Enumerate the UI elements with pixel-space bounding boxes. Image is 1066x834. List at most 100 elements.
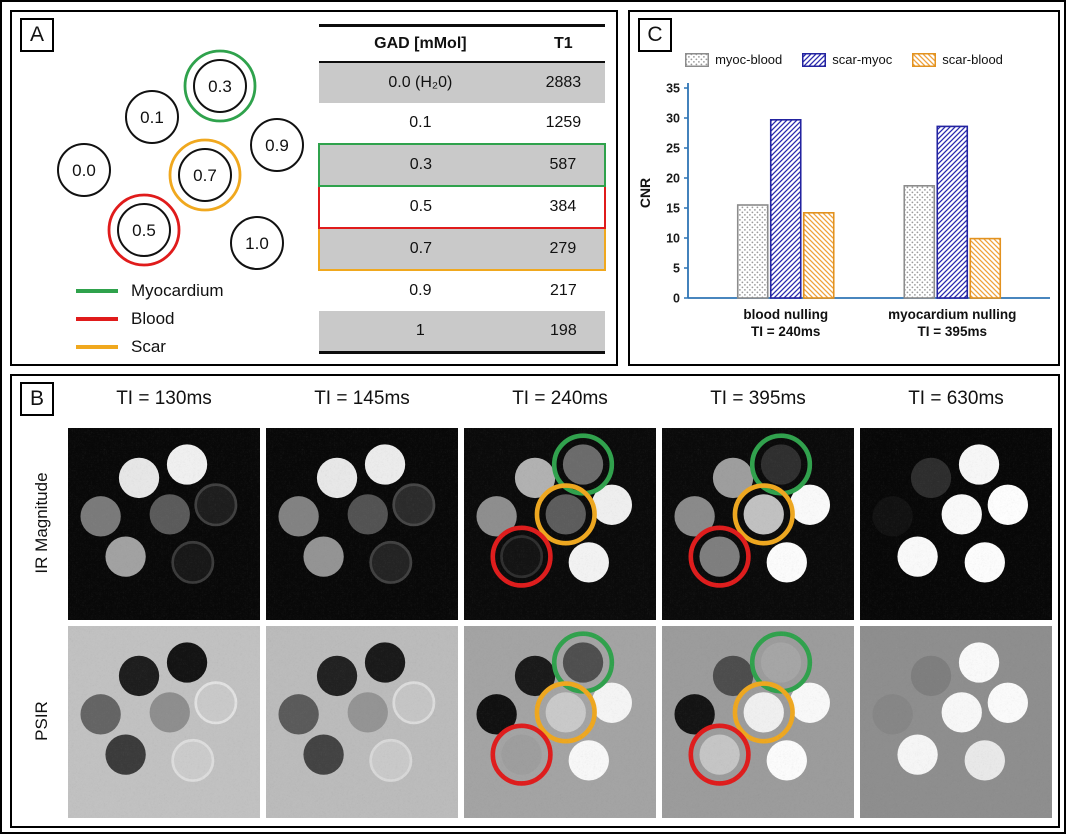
cnr-chart-legend: myoc-blood scar-myoc scar-blood [630,52,1058,67]
modality-row-label: IR Magnitude [32,472,51,574]
panel-c: C myoc-blood scar-myoc scar-blood 0 5 10 15 20… [628,10,1060,366]
tissue-legend: Myocardium Blood Scar [76,280,224,364]
t1-table-header-row: GAD [mMol] T1 [319,25,605,63]
vial-label: 0.7 [193,166,217,185]
ti-column-header: TI = 145ms [314,388,410,409]
legend-label: scar-myoc [832,52,893,67]
panel-b: B TI = 130ms TI = 145ms TI = 240ms TI = 395… [10,374,1060,828]
y-axis-title: CNR [637,178,653,208]
gad-value: 0.3 [409,156,432,173]
gad-value: 0.9 [409,282,432,299]
myocardium-color-line [76,289,118,293]
legend-item-scar: Scar [76,336,224,358]
y-tick-label: 30 [666,112,680,126]
panel-a-letter: A [20,18,54,52]
modality-row-label: PSIR [32,701,51,741]
panel-c-letter: C [638,18,672,52]
myocardium-ring [183,49,257,123]
legend-swatch-myoc-blood [685,52,710,67]
y-tick-label: 20 [666,172,680,186]
noise-overlay [662,428,854,620]
legend-swatch-scar-blood [912,52,937,67]
t1-value: 198 [550,322,577,339]
noise-overlay [68,428,260,620]
mri-image-psir-ti145 [266,626,458,818]
gad-value: 0.1 [409,114,432,131]
vial-circle [57,143,111,197]
bar-scar-blood-group1 [969,237,1002,299]
t1-value: 279 [549,240,577,257]
legend-label: Myocardium [131,281,224,300]
t1-table-row: 0.3 587 [319,144,605,186]
t1-value: 587 [549,156,577,173]
noise-overlay [266,626,458,818]
bar-scar-blood-group0 [802,212,835,299]
blood-ring [107,193,181,267]
noise-overlay [68,626,260,818]
bar-myoc-blood-group1 [903,185,936,299]
x-category-label: blood nulling [743,307,828,322]
legend-item-myocardium: Myocardium [76,280,224,302]
mri-image-psir-ti630 [860,626,1052,818]
t1-table: GAD [mMol] T1 0.0 (H₂0) 2883 0.1 1259 0.3 587… [318,24,606,354]
x-category-label: TI = 240ms [751,324,820,339]
chart-legend-scar-myoc: scar-myoc [802,52,892,67]
ti-column-header: TI = 240ms [512,388,608,409]
panel-b-letter: B [20,382,54,416]
legend-item-blood: Blood [76,308,224,330]
legend-label: Blood [131,309,175,328]
t1-table-row: 0.0 (H₂0) 2883 [319,62,605,103]
ti-column-header: TI = 130ms [116,388,212,409]
gad-value: 0.7 [409,240,432,257]
ti-column-header: TI = 630ms [908,388,1004,409]
scar-ring [168,138,242,212]
legend-label: scar-blood [942,52,1003,67]
mri-image-ir-magnitude-ti630 [860,428,1052,620]
vial-label: 0.1 [140,108,164,127]
t1-value: 384 [549,198,577,215]
noise-overlay [662,626,854,818]
y-tick-label: 35 [666,82,680,96]
blood-color-line [76,317,118,321]
vial-label: 0.9 [265,136,289,155]
t1-value: 217 [550,282,577,299]
bar-scar-myoc-group0 [769,118,802,299]
mri-image-psir-ti130 [68,626,260,818]
vial-circle [125,90,179,144]
phantom-diagram: 0.3 0.1 0.9 0.0 0.7 0.5 1.0 [57,49,304,270]
noise-overlay [266,428,458,620]
legend-label: myoc-blood [715,52,783,67]
panel-a: A 0.3 0.1 0.9 0.0 0.7 0.5 1.0 Myocardium Blood S… [10,10,618,366]
gad-value: 0.5 [409,198,432,215]
t1-table-row: 1 198 [319,311,605,353]
y-tick-label: 25 [666,142,680,156]
mri-image-ir-magnitude-ti145 [266,428,458,620]
t1-table-header-gad: GAD [mMol] [319,25,522,63]
gad-value: 1 [415,322,425,339]
ti-column-header: TI = 395ms [710,388,806,409]
vial-label: 0.0 [72,161,96,180]
scar-color-line [76,345,118,349]
bar-scar-myoc-group1 [936,125,969,299]
t1-table-header-t1: T1 [521,25,605,63]
x-category-label: myocardium nulling [888,307,1016,322]
mri-image-psir-ti240 [464,626,656,818]
y-tick-label: 0 [673,292,680,306]
mri-image-psir-ti395 [662,626,854,818]
cnr-bar-chart: 0 5 10 15 20 25 30 35 CNR blood nulling TI = 240ms… [637,82,1050,339]
y-tick-label: 10 [666,232,680,246]
chart-legend-scar-blood: scar-blood [912,52,1003,67]
bar-myoc-blood-group0 [736,204,769,299]
chart-legend-myoc-blood: myoc-blood [685,52,782,67]
vial-circle [230,216,284,270]
t1-value: 1259 [545,114,582,131]
gad-value: 0.0 (H₂0) [388,74,453,91]
t1-table-row: 0.9 217 [319,270,605,311]
y-tick-label: 15 [666,202,680,216]
x-category-label: TI = 395ms [918,324,987,339]
legend-swatch-scar-myoc [802,52,827,67]
vial-circle [250,118,304,172]
vial-circle [117,203,171,257]
mri-image-ir-magnitude-ti130 [68,428,260,620]
